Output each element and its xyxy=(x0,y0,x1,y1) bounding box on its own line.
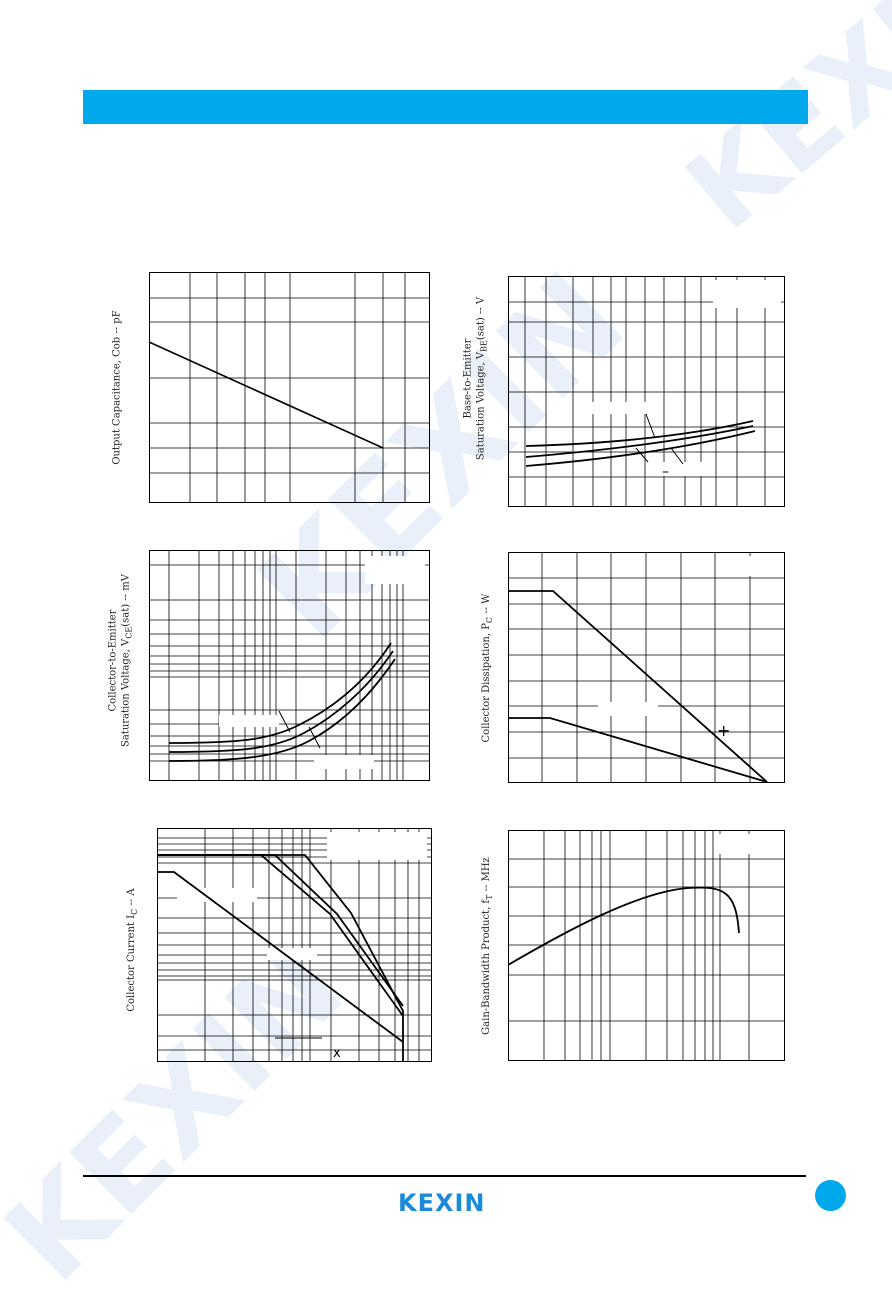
grid xyxy=(157,828,432,1062)
annotation-pointer xyxy=(645,413,656,439)
page-number-badge xyxy=(815,1180,846,1211)
vce-curve-2 xyxy=(168,650,394,753)
label-blank xyxy=(588,402,648,414)
legend-blank xyxy=(723,556,781,576)
ic-limit-2 xyxy=(157,854,404,1007)
legend-blank xyxy=(365,556,425,584)
label-blank xyxy=(219,715,279,727)
chart-cob-svg xyxy=(149,272,430,503)
ic-limit-1 xyxy=(157,854,404,1017)
chart-ft-svg xyxy=(508,830,785,1061)
plot-frame xyxy=(508,830,785,1061)
pc-curve-with-heatsink xyxy=(508,590,768,783)
annotation-pointer xyxy=(278,710,291,733)
cob-curve xyxy=(149,341,384,449)
chart-collector-current: x Collector Current IC -- A xyxy=(126,828,433,1064)
chart-collector-dissipation: + Collector Dissipation, PC -- W xyxy=(481,552,786,784)
ic-limit-3 xyxy=(157,871,404,1043)
y-axis-label: Output Capacitance, Cob -- pF xyxy=(111,310,123,465)
ft-curve xyxy=(508,886,740,966)
chart-vbe-sat: – Base-to-Emitter Saturation Voltage, VBE… xyxy=(463,276,786,508)
y-axis-label: Base-to-Emitter Saturation Voltage, VBE(s… xyxy=(462,296,489,461)
label-blank xyxy=(648,462,708,476)
marker-cross: x xyxy=(333,1046,341,1061)
y-axis-label: Gain-Bandwidth Product, fT -- MHz xyxy=(481,857,494,1035)
header-bar xyxy=(83,90,808,124)
marker-dash: – xyxy=(662,464,669,480)
plot-frame xyxy=(508,276,785,507)
vbe-curve-2 xyxy=(525,425,754,458)
annotation-pointer xyxy=(635,447,649,463)
chart-ic-svg: x xyxy=(157,828,432,1062)
footer-rule xyxy=(83,1175,806,1177)
label-blank xyxy=(267,948,317,960)
chart-vce-svg xyxy=(149,550,430,781)
grid xyxy=(508,552,785,783)
label-blank xyxy=(314,755,374,769)
legend-blank xyxy=(713,280,781,308)
vbe-curve-3 xyxy=(525,430,756,467)
plot-frame xyxy=(149,272,430,503)
label-blank xyxy=(598,702,658,716)
grid xyxy=(508,830,785,1061)
watermark-top-right: KEXIN xyxy=(663,0,892,255)
vbe-curve-1 xyxy=(525,420,754,447)
annotation-pointer xyxy=(308,726,321,749)
chart-vce-sat: Collector-to-Emitter Saturation Voltage, … xyxy=(108,550,431,782)
legend-blank xyxy=(718,834,781,854)
chart-vbe-svg: – xyxy=(508,276,785,507)
vce-curve-3 xyxy=(168,658,396,762)
plot-frame xyxy=(508,552,785,783)
label-blank xyxy=(177,888,257,902)
y-axis-label: Collector Current IC -- A xyxy=(126,888,139,1012)
chart-output-capacitance: Output Capacitance, Cob -- pF xyxy=(112,272,431,504)
y-axis-label: Collector-to-Emitter Saturation Voltage, … xyxy=(107,574,134,747)
legend-blank xyxy=(327,832,427,860)
grid xyxy=(508,276,785,507)
pc-curve-no-heatsink xyxy=(508,717,768,783)
footer-brand-logo: KEXIN xyxy=(398,1189,486,1217)
chart-pc-svg: + xyxy=(508,552,785,783)
chart-gain-bandwidth: Gain-Bandwidth Product, fT -- MHz xyxy=(481,830,786,1062)
annotation-pointer xyxy=(670,447,684,465)
grid xyxy=(149,550,430,781)
y-axis-label: Collector Dissipation, PC -- W xyxy=(481,593,494,743)
vce-curve-1 xyxy=(168,642,392,744)
marker-plus: + xyxy=(717,721,730,740)
grid xyxy=(149,272,430,503)
plot-frame xyxy=(149,550,430,781)
